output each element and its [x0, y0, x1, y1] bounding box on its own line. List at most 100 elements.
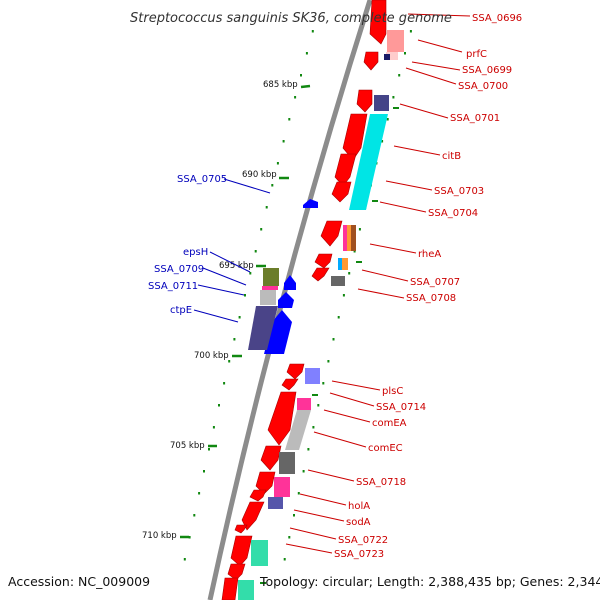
scale-tick-695: 695 kbp [219, 261, 266, 271]
cds-ssa-0722[interactable] [234, 524, 248, 534]
cds-ssa-0696[interactable] [369, 0, 387, 45]
track-dot [212, 426, 215, 429]
track-dot [183, 558, 186, 561]
cds-ssa-0705[interactable] [303, 199, 318, 208]
track-dot [198, 492, 201, 495]
cds-epsh[interactable] [284, 275, 296, 290]
gene-label[interactable]: comEC [368, 443, 403, 454]
reverse-callouts [193, 178, 271, 323]
category-box [351, 225, 356, 251]
cds-ssa-0718[interactable] [255, 471, 276, 495]
gene-label[interactable]: SSA_0711 [148, 281, 198, 292]
track-dot [386, 118, 389, 121]
gene-label[interactable]: SSA_0703 [434, 186, 484, 197]
gene-label[interactable]: SSA_0707 [410, 277, 460, 288]
track-dot [288, 536, 291, 539]
track-dot [208, 448, 210, 451]
cds-citb[interactable] [334, 153, 357, 187]
cds-ssa-0707[interactable] [314, 253, 333, 269]
cds-hola[interactable] [249, 489, 267, 502]
track-dot [358, 228, 361, 231]
track-dot [311, 30, 314, 33]
scale-tick-label: 705 kbp [170, 441, 205, 451]
gene-label[interactable]: SSA_0709 [154, 264, 204, 275]
accession-text: Accession: NC_009009 [8, 574, 150, 589]
gene-label[interactable]: holA [348, 501, 370, 512]
track-dot [249, 272, 252, 275]
forward-track-marks [260, 107, 399, 584]
track-dot [392, 96, 395, 99]
cds-bottom-1[interactable] [227, 563, 246, 581]
gene-label[interactable]: SSA_0704 [428, 208, 478, 219]
gene-label[interactable]: prfC [466, 49, 487, 60]
reverse-cds-track [248, 199, 318, 354]
gene-label[interactable]: ctpE [170, 305, 192, 316]
gene-label[interactable]: SSA_0700 [458, 81, 508, 92]
track-dot [317, 404, 320, 407]
cds-rhea[interactable] [320, 220, 343, 247]
category-box [251, 540, 268, 566]
track-dot [276, 162, 279, 165]
cds-ctpe[interactable] [264, 310, 292, 354]
track-dot [233, 338, 236, 341]
track-dot [238, 316, 241, 319]
cds-prfc[interactable] [363, 51, 379, 71]
cds-comea[interactable] [267, 391, 297, 446]
category-box [384, 54, 390, 60]
gene-label[interactable]: SSA_0714 [376, 402, 426, 413]
gene-label[interactable]: SSA_0722 [338, 535, 388, 546]
category-box [268, 497, 283, 509]
category-box [343, 225, 348, 251]
cds-plsc[interactable] [286, 363, 305, 380]
forward-gene-labels: SSA_0696 prfC SSA_0699 SSA_0700 SSA_0701… [334, 13, 522, 560]
track-dot [293, 514, 295, 517]
cds-soda[interactable] [241, 501, 265, 531]
gene-label[interactable]: plsC [382, 386, 403, 397]
track-dot [300, 74, 302, 77]
track-dot [398, 74, 401, 77]
gene-label[interactable]: SSA_0701 [450, 113, 500, 124]
gene-label[interactable]: SSA_0708 [406, 293, 456, 304]
forward-cds-track [221, 0, 387, 600]
gene-label[interactable]: citB [442, 151, 461, 162]
cds-comec[interactable] [260, 445, 282, 471]
track-dot [353, 250, 356, 253]
cds-bottom-2[interactable] [221, 577, 239, 600]
gene-label[interactable]: SSA_0723 [334, 549, 384, 560]
scale-tick-label: 700 kbp [194, 351, 229, 361]
cds-ssa-0703[interactable] [331, 181, 352, 203]
gene-label[interactable]: SSA_0705 [177, 174, 227, 185]
cds-ssa-0701[interactable] [342, 113, 368, 161]
track-dot [404, 52, 406, 55]
track-dot [288, 118, 291, 121]
track-dot [381, 140, 384, 143]
category-box [374, 95, 389, 111]
gene-label[interactable]: SSA_0699 [462, 65, 512, 76]
track-dot [302, 470, 305, 473]
cds-ssa-0714[interactable] [281, 378, 299, 391]
scale-tick-label: 695 kbp [219, 261, 254, 271]
scale-tick-label: 685 kbp [263, 80, 298, 90]
cds-ssa-0723[interactable] [230, 535, 253, 567]
gene-label[interactable]: SSA_0696 [472, 13, 522, 24]
category-box [248, 306, 278, 350]
category-box [238, 580, 254, 600]
track-dot [337, 316, 340, 319]
cds-ssa-0709[interactable] [278, 292, 294, 308]
reverse-gene-labels: SSA_0705 epsH SSA_0709 SSA_0711 ctpE [148, 174, 227, 316]
gene-label[interactable]: sodA [346, 517, 371, 528]
gene-label[interactable]: rheA [418, 249, 441, 260]
cds-ssa-0700[interactable] [356, 89, 373, 113]
category-box [274, 477, 290, 497]
gene-label[interactable]: epsH [183, 247, 208, 258]
scale-ticks: 685 kbp 690 kbp 695 kbp 700 kbp 705 kbp … [142, 80, 311, 541]
gene-label[interactable]: comEA [372, 418, 407, 429]
scale-tick-710: 710 kbp [142, 531, 189, 541]
track-dot [228, 360, 231, 363]
category-box [338, 258, 344, 270]
cds-ssa-0708[interactable] [311, 267, 330, 282]
track-dot [322, 382, 325, 385]
category-box [285, 410, 311, 450]
track-dot [294, 96, 297, 99]
gene-label[interactable]: SSA_0718 [356, 477, 406, 488]
